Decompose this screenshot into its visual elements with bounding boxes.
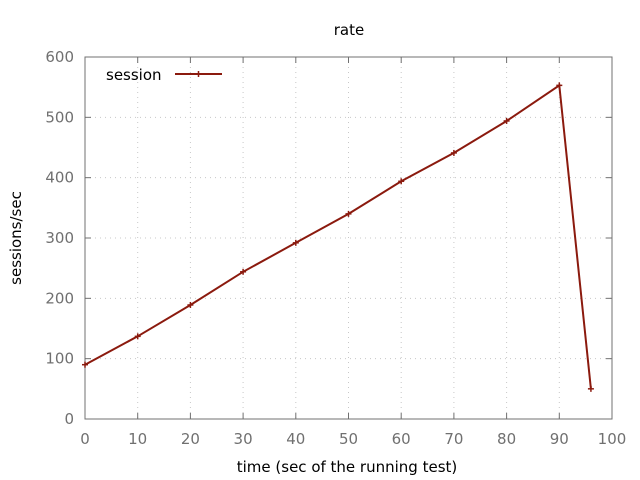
- x-tick-label: 60: [392, 430, 411, 448]
- y-tick-label: 100: [45, 350, 74, 368]
- x-tick-label: 70: [444, 430, 463, 448]
- data-point: [134, 333, 141, 340]
- x-tick-label: 10: [128, 430, 147, 448]
- data-point: [240, 268, 247, 275]
- x-tick-label: 50: [339, 430, 358, 448]
- data-point: [187, 301, 194, 308]
- data-point: [345, 210, 352, 217]
- data-point: [82, 361, 88, 368]
- y-tick-label: 500: [45, 108, 74, 126]
- x-tick-label: 80: [497, 430, 516, 448]
- legend-marker: [195, 71, 202, 77]
- x-tick-label: 30: [234, 430, 253, 448]
- series-line-session: [84, 83, 592, 389]
- y-tick-label: 600: [45, 48, 74, 66]
- y-tick-label: 400: [45, 169, 74, 187]
- data-point: [398, 178, 405, 185]
- data-point: [450, 149, 457, 156]
- data-point: [503, 117, 510, 124]
- series-group: [82, 82, 594, 392]
- x-tick-label: 0: [80, 430, 90, 448]
- data-point: [292, 239, 299, 246]
- y-axis-label: sessions/sec: [7, 191, 25, 285]
- x-tick-label: 90: [550, 430, 569, 448]
- axis-ticks: [84, 56, 613, 420]
- x-axis-label: time (sec of the running test): [237, 458, 458, 476]
- legend: session: [106, 66, 222, 84]
- legend-label-session: session: [106, 66, 162, 84]
- y-tick-label: 200: [45, 289, 74, 307]
- grid: [85, 57, 612, 419]
- y-tick-label: 300: [45, 229, 74, 247]
- y-tick-label: 0: [64, 410, 74, 428]
- x-tick-label: 20: [181, 430, 200, 448]
- x-tick-label: 40: [286, 430, 305, 448]
- tick-labels: 0 10 20 30 40 50 60 70 80 90 100 0 100 200 300 400 500 60…: [45, 48, 626, 448]
- data-point: [587, 385, 594, 392]
- data-point: [556, 82, 563, 89]
- x-tick-label: 100: [598, 430, 627, 448]
- chart-title: rate: [334, 21, 364, 39]
